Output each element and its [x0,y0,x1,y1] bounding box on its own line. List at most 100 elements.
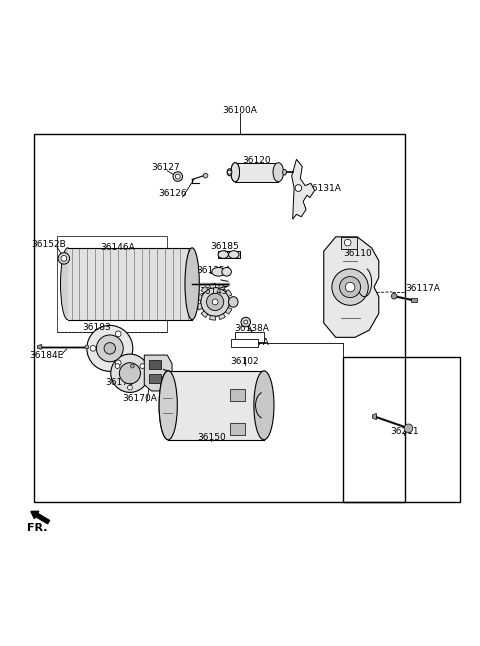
Ellipse shape [283,169,287,175]
Bar [149,360,161,370]
Ellipse shape [228,297,238,307]
Bar [235,163,278,182]
Bar [149,374,161,383]
Circle shape [131,364,134,368]
Ellipse shape [227,169,232,176]
Circle shape [228,171,231,174]
Text: 36102: 36102 [230,357,259,366]
Text: 36152B: 36152B [31,240,66,249]
Bar [230,389,245,401]
Circle shape [115,360,121,366]
Ellipse shape [159,371,177,440]
Polygon shape [219,284,226,290]
Circle shape [115,331,121,337]
Circle shape [173,172,182,182]
Polygon shape [197,304,202,310]
Polygon shape [372,413,376,420]
Circle shape [120,362,141,384]
Circle shape [175,174,180,179]
Circle shape [104,342,116,354]
Ellipse shape [185,248,199,320]
Bar [34,134,405,503]
Ellipse shape [218,251,228,258]
Polygon shape [292,160,315,219]
Polygon shape [209,284,216,288]
Polygon shape [201,286,208,293]
Text: 36184E: 36184E [29,351,63,360]
Polygon shape [219,314,226,320]
Circle shape [201,287,229,317]
Text: 36117A: 36117A [405,284,440,293]
Circle shape [90,346,96,351]
Bar [411,298,417,302]
Text: 36126: 36126 [159,189,187,198]
Circle shape [391,293,397,299]
Text: 36137A: 36137A [235,338,269,347]
Circle shape [111,354,149,392]
Circle shape [96,335,123,362]
Circle shape [115,364,120,368]
Bar [235,331,264,342]
Polygon shape [197,294,202,300]
Circle shape [344,239,351,246]
Circle shape [140,364,145,368]
Text: 36120: 36120 [242,156,271,165]
Circle shape [212,299,218,305]
Circle shape [85,345,89,349]
Text: 36150: 36150 [197,433,226,443]
Ellipse shape [222,267,231,276]
Circle shape [244,320,248,324]
Polygon shape [229,299,233,305]
Circle shape [295,185,302,191]
Bar [217,251,240,258]
Text: 36145: 36145 [199,287,228,297]
Ellipse shape [159,371,177,440]
Ellipse shape [231,163,240,182]
Polygon shape [209,316,216,320]
Circle shape [61,256,67,261]
Text: 36138A: 36138A [235,324,269,333]
Text: 36127: 36127 [152,163,180,172]
Ellipse shape [212,267,225,276]
Text: 36110: 36110 [343,249,372,258]
Circle shape [128,385,132,390]
Polygon shape [324,237,379,337]
Circle shape [332,269,368,306]
Text: 36170: 36170 [105,379,134,388]
Polygon shape [201,311,208,318]
Text: 36135A: 36135A [196,266,231,275]
Circle shape [345,282,355,292]
Circle shape [58,253,70,264]
Ellipse shape [231,163,240,182]
Text: 36183: 36183 [82,323,111,332]
Bar [57,236,167,331]
Text: 36170A: 36170A [122,393,157,402]
Text: 36185: 36185 [210,242,239,251]
Bar [231,339,258,348]
Ellipse shape [273,163,284,182]
Text: FR.: FR. [27,523,48,533]
Text: 36131A: 36131A [306,185,341,194]
Polygon shape [226,289,232,297]
Bar [343,357,460,503]
Text: 36211: 36211 [390,427,419,436]
Ellipse shape [60,248,75,320]
Ellipse shape [254,371,274,440]
Circle shape [203,173,208,178]
Circle shape [87,326,133,371]
Bar [340,237,357,249]
Text: 36146A: 36146A [101,243,135,252]
Bar [168,371,264,440]
Circle shape [339,276,360,298]
Polygon shape [144,355,172,391]
Polygon shape [226,307,232,315]
FancyArrow shape [31,511,49,524]
Circle shape [241,317,251,327]
Bar [68,248,192,320]
Circle shape [404,424,413,433]
Ellipse shape [228,251,239,258]
Text: 36100A: 36100A [223,105,257,114]
Circle shape [206,293,224,311]
Polygon shape [37,344,42,349]
Bar [230,423,245,435]
